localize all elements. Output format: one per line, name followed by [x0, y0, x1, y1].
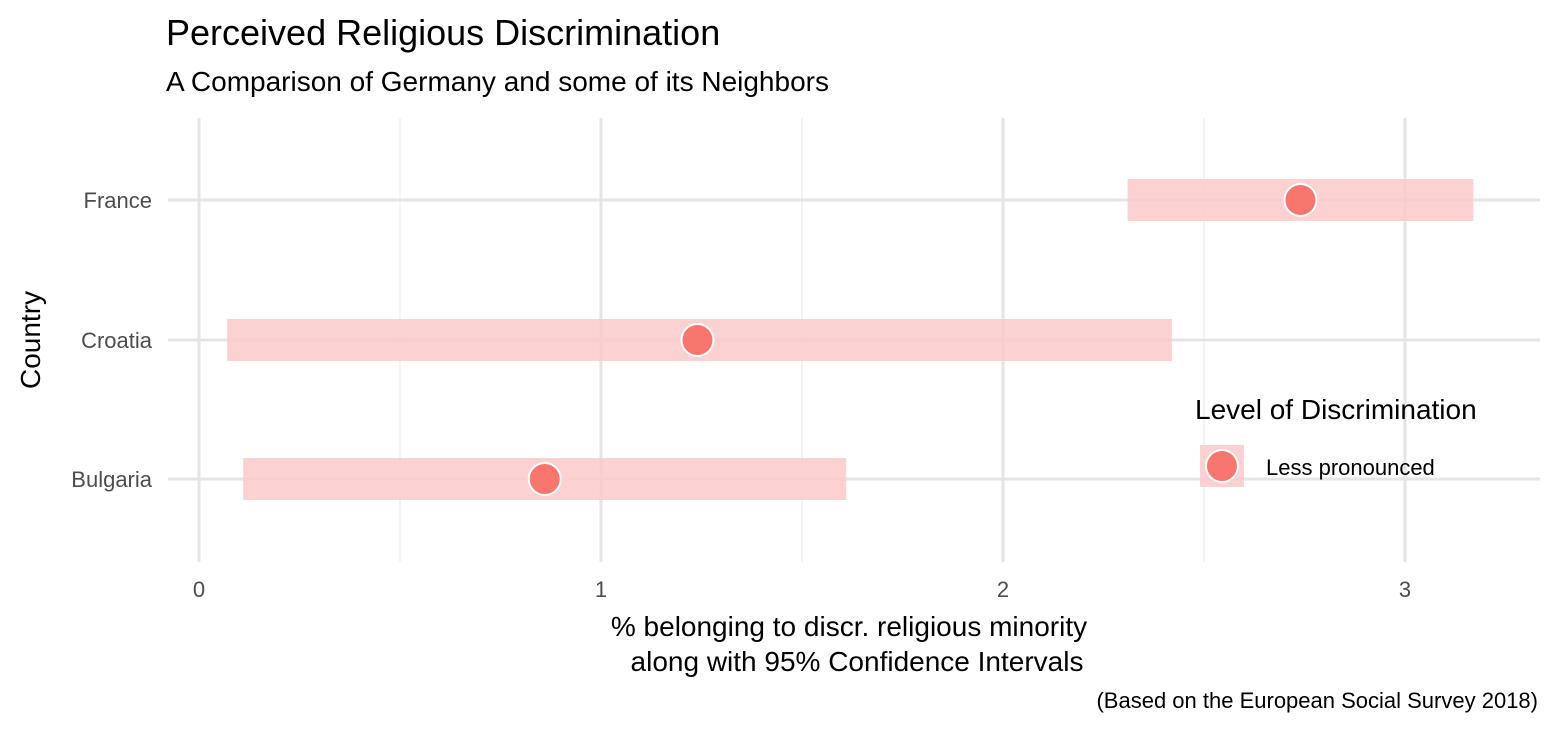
chart-caption: (Based on the European Social Survey 201… — [1096, 688, 1538, 713]
x-axis-title-line-1: % belonging to discr. religious minority — [611, 611, 1087, 642]
x-axis-title-line-2: along with 95% Confidence Intervals — [631, 646, 1084, 677]
y-tick-label-croatia: Croatia — [81, 328, 153, 353]
data-point-bulgaria — [527, 462, 562, 496]
chart-title: Perceived Religious Discrimination — [166, 12, 721, 53]
x-tick-label: 0 — [193, 577, 205, 602]
legend-title: Level of Discrimination — [1195, 394, 1477, 425]
legend-key-point — [1205, 449, 1239, 483]
x-tick-label: 2 — [997, 577, 1009, 602]
data-point-france — [1283, 183, 1318, 217]
y-axis-title: Country — [15, 291, 46, 389]
x-tick-label: 3 — [1399, 577, 1411, 602]
y-tick-label-bulgaria: Bulgaria — [71, 467, 152, 492]
legend: Level of Discrimination Less pronounced — [1195, 394, 1477, 487]
y-tick-label-france: France — [84, 188, 152, 213]
data-point-croatia — [680, 323, 715, 357]
y-tick-labels: France Croatia Bulgaria — [71, 188, 152, 492]
x-tick-labels: 0 1 2 3 — [193, 577, 1411, 602]
legend-label-less-pronounced: Less pronounced — [1266, 455, 1435, 480]
chart-subtitle: A Comparison of Germany and some of its … — [166, 66, 829, 97]
x-tick-label: 1 — [595, 577, 607, 602]
data-points — [527, 183, 1318, 496]
